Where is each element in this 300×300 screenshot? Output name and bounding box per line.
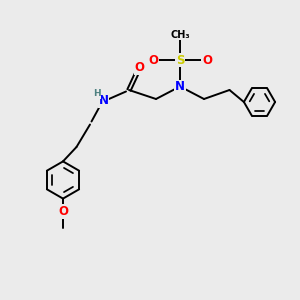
Text: N: N [98, 94, 109, 107]
Text: CH₃: CH₃ [170, 29, 190, 40]
Text: S: S [176, 53, 184, 67]
Text: O: O [58, 205, 68, 218]
Text: O: O [134, 61, 145, 74]
Text: O: O [202, 53, 212, 67]
Text: N: N [175, 80, 185, 94]
Text: H: H [93, 89, 101, 98]
Text: O: O [148, 53, 158, 67]
